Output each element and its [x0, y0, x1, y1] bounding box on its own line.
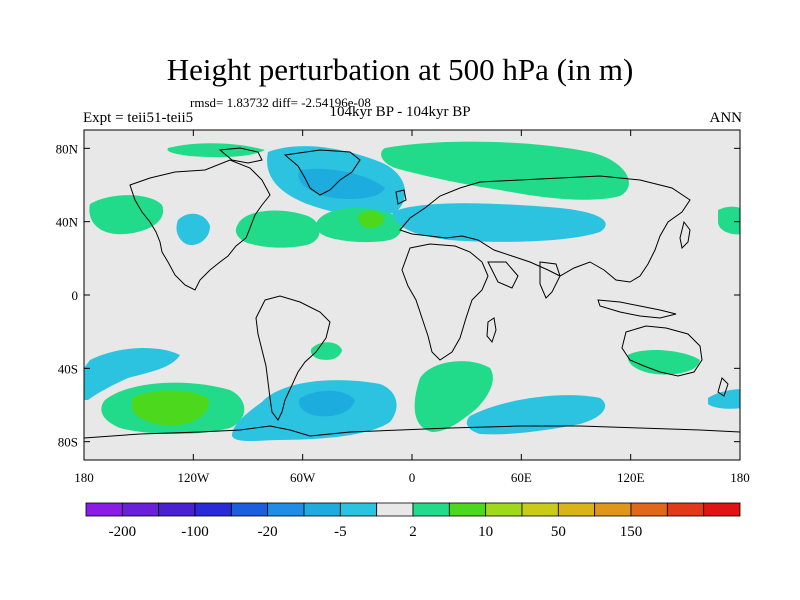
colorbar-swatch: [267, 502, 305, 517]
colorbar-swatch: [339, 502, 378, 517]
colorbar-swatch: [485, 502, 523, 517]
lon-tick-label: 120W: [177, 470, 210, 485]
lon-tick-label: 120E: [617, 470, 645, 485]
lon-tick-label: 180: [74, 470, 94, 485]
coastline-antarctica: [84, 425, 740, 439]
coastline-south-america: [255, 295, 331, 421]
contour-region: [176, 213, 210, 246]
lat-tick-label: 40S: [58, 361, 78, 376]
coastline-africa: [401, 243, 489, 361]
colorbar-label: -5: [334, 524, 347, 540]
colorbar-swatch: [666, 502, 705, 517]
contour-region: [310, 342, 342, 360]
contour-region: [358, 210, 384, 229]
coastline-arabia: [487, 261, 519, 289]
latitude-axis: 80N 40N 0 40S 80S: [56, 141, 740, 450]
colorbar-swatch: [703, 502, 741, 517]
lat-tick-label: 40N: [56, 215, 79, 230]
lat-tick-label: 80N: [56, 141, 79, 156]
coastline-indonesia: [597, 299, 677, 319]
coastline-india: [539, 261, 561, 299]
contour-region: [89, 195, 164, 235]
lon-tick-label: 0: [409, 470, 416, 485]
coastline-british-isles: [395, 189, 407, 205]
colorbar-swatch: [303, 502, 341, 517]
coastline-north-america: [129, 159, 271, 291]
chart-title: Height perturbation at 500 hPa (in m): [166, 52, 634, 87]
contour-fields: [84, 141, 740, 441]
lon-tick-label: 60W: [290, 470, 316, 485]
contour-region: [381, 141, 629, 200]
colorbar-swatch: [376, 502, 414, 517]
coastline-madagascar: [486, 317, 497, 344]
contour-region: [298, 168, 385, 200]
colorbar-label: 2: [409, 524, 417, 540]
contour-region: [414, 361, 493, 432]
contour-region: [84, 348, 180, 400]
colorbar-swatch: [521, 502, 559, 517]
coastlines: [84, 147, 740, 439]
coastline-new-zealand: [717, 377, 729, 397]
colorbar-swatch: [557, 502, 596, 517]
coastline-japan: [679, 220, 691, 250]
coastline-arctic-islands: [218, 147, 263, 164]
contour-region: [298, 390, 355, 417]
stats-line: rmsd= 1.83732 diff= -2.54196e-08: [190, 95, 371, 110]
lat-tick-label: 0: [72, 288, 79, 303]
colorbar-swatch: [230, 502, 269, 517]
colorbar-swatch: [85, 502, 123, 517]
colorbar-swatch: [158, 502, 196, 517]
contour-region: [718, 206, 740, 235]
season-label: ANN: [709, 110, 743, 126]
period-label: 104kyr BP - 104kyr BP: [329, 104, 471, 120]
colorbar-label: 150: [620, 524, 643, 540]
colorbar-swatch: [121, 502, 160, 517]
coastline-australia: [621, 325, 703, 377]
longitude-axis: 180 120W 60W 0 60E 120E 180: [74, 130, 750, 485]
colorbar-swatch: [448, 502, 487, 517]
lat-tick-label: 80S: [58, 435, 78, 450]
contour-region: [627, 349, 700, 375]
contour-region: [132, 390, 209, 426]
lon-tick-label: 180: [730, 470, 750, 485]
colorbar-label: -200: [109, 524, 137, 540]
lon-tick-label: 60E: [511, 470, 532, 485]
colorbar-swatch: [194, 502, 232, 517]
contour-region: [708, 389, 740, 409]
contour-region: [235, 210, 320, 248]
contour-region: [167, 143, 265, 158]
experiment-label: Expt = teii51-teii5: [83, 110, 194, 126]
coastline-greenland: [283, 149, 361, 196]
colorbar-swatch: [630, 502, 668, 517]
colorbar-label: 50: [551, 524, 566, 540]
colorbar-label: -20: [258, 524, 278, 540]
colorbar-swatch: [594, 502, 632, 517]
coastline-eurasia: [399, 175, 691, 283]
contour-region: [392, 203, 606, 242]
colorbar-label: 10: [478, 524, 493, 540]
colorbar-label: -100: [181, 524, 209, 540]
colorbar: -200 -100 -20 -5 2 10 50 150: [85, 502, 741, 540]
contour-region: [466, 395, 606, 435]
colorbar-swatch: [412, 502, 450, 517]
contour-region: [316, 207, 402, 243]
